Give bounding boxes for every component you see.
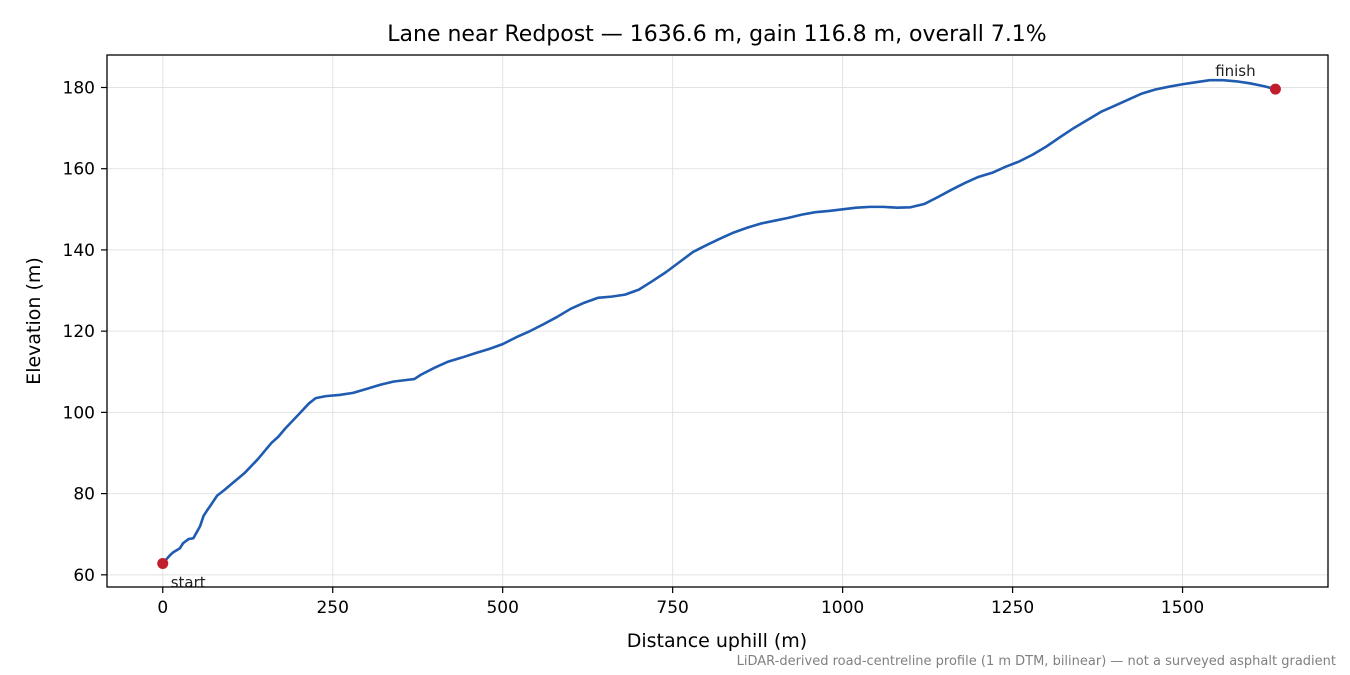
y-tick-label: 80	[73, 485, 95, 505]
y-tick-label: 160	[63, 160, 95, 180]
x-tick-label: 500	[486, 598, 518, 618]
y-axis-label: Elevation (m)	[23, 257, 45, 385]
y-tick-label: 60	[73, 566, 95, 586]
y-axis-ticks: 60 80 100 120 140 160 180	[63, 78, 107, 586]
chart-title: Lane near Redpost — 1636.6 m, gain 116.8…	[387, 22, 1046, 47]
x-axis-label: Distance uphill (m)	[627, 630, 807, 652]
x-tick-label: 750	[656, 598, 688, 618]
x-axis-ticks: 0 250 500 750 1000 1250 1500	[157, 587, 1204, 618]
grid	[107, 55, 1328, 587]
y-tick-label: 120	[63, 322, 95, 342]
start-label: start	[171, 573, 206, 591]
start-marker	[157, 557, 169, 569]
x-tick-label: 1000	[821, 598, 864, 618]
x-tick-label: 1500	[1161, 598, 1204, 618]
x-tick-label: 250	[316, 598, 348, 618]
plot-frame	[106, 54, 1329, 588]
elevation-line	[161, 78, 1277, 565]
y-tick-label: 180	[63, 78, 95, 98]
footnote: LiDAR-derived road-centreline profile (1…	[737, 654, 1336, 669]
x-tick-label: 1250	[991, 598, 1034, 618]
y-tick-label: 100	[63, 403, 95, 423]
finish-label: finish	[1215, 62, 1255, 80]
y-tick-label: 140	[63, 241, 95, 261]
x-tick-label: 0	[157, 598, 168, 618]
series-layer	[161, 78, 1277, 565]
finish-marker	[1269, 83, 1281, 95]
